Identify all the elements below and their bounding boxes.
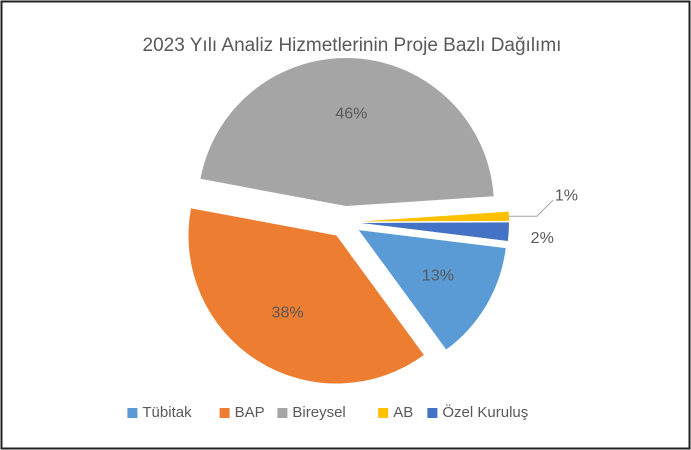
chart-title: 2023 Yılı Analiz Hizmetlerinin Proje Baz… <box>143 35 562 56</box>
legend-swatch <box>378 408 389 418</box>
legend-swatch <box>427 408 438 418</box>
pie-slice <box>360 211 509 222</box>
data-label: 46% <box>335 106 367 123</box>
legend-label: Tübitak <box>142 404 192 421</box>
legend-label: BAP <box>235 404 265 421</box>
pie-slice <box>200 58 494 207</box>
data-label: 13% <box>422 268 454 285</box>
legend-label: AB <box>393 404 413 421</box>
leader-line <box>508 199 554 217</box>
pie-slice <box>360 222 509 241</box>
data-label: 1% <box>555 187 578 204</box>
data-label: 38% <box>272 304 304 321</box>
data-label: 2% <box>531 230 554 247</box>
pie-slice <box>358 230 506 350</box>
legend-label: Bireysel <box>292 404 345 421</box>
legend-swatch <box>277 408 288 418</box>
pie-slice <box>188 208 424 384</box>
legend-label: Özel Kuruluş <box>442 403 528 421</box>
legend-swatch <box>127 408 138 418</box>
legend-swatch <box>219 408 230 418</box>
